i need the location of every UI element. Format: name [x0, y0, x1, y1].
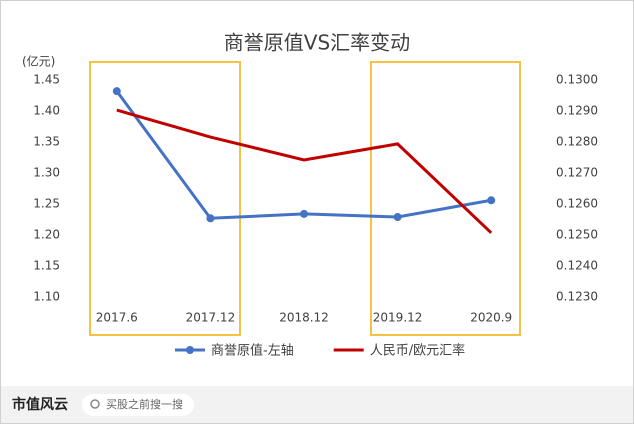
x-tick-label: 2017.12	[186, 311, 236, 325]
y-tick-label: 1.45	[33, 73, 60, 87]
highlight-box	[89, 61, 241, 336]
point	[487, 196, 496, 205]
footer: 市值风云 买股之前搜一搜	[1, 386, 633, 423]
legend-label: 商誉原值-左轴	[211, 343, 294, 359]
search-box[interactable]	[82, 394, 194, 416]
y2-tick-label: 0.1290	[556, 104, 598, 118]
y-tick-label: 1.20	[33, 228, 60, 242]
series-line	[116, 108, 493, 234]
y-tick-label: 1.35	[33, 135, 60, 149]
y2-tick-label: 0.1260	[556, 197, 598, 211]
y2-tick-label: 0.1300	[556, 73, 598, 87]
legend-marker	[186, 346, 194, 354]
y-tick-label: 1.10	[33, 290, 60, 304]
point	[300, 209, 308, 218]
y-tick-label: 1.25	[33, 197, 60, 211]
point	[206, 214, 215, 223]
y-axis-label: (亿元)	[22, 54, 55, 69]
y2-tick-label: 0.1240	[556, 259, 598, 273]
highlight-box	[370, 61, 521, 336]
chart-title: 商誉原值VS汇率变动	[224, 31, 410, 55]
y-tick-label: 1.40	[33, 104, 60, 118]
x-tick-label: 2017.6	[96, 311, 138, 325]
y2-tick-label: 0.1270	[556, 166, 598, 180]
point	[393, 213, 402, 222]
x-tick-label: 2020.9	[470, 311, 512, 325]
legend-label: 人民币/欧元汇率	[370, 343, 465, 359]
point	[112, 87, 121, 96]
y-tick-label: 1.30	[33, 166, 60, 180]
brand: 市值风云	[12, 396, 68, 413]
x-tick-label: 2019.12	[373, 311, 423, 325]
y2-tick-label: 0.1280	[556, 135, 598, 149]
y2-tick-label: 0.1230	[556, 290, 598, 304]
y2-tick-label: 0.1250	[556, 228, 598, 242]
x-tick-label: 2018.12	[279, 311, 329, 325]
search-text: 买股之前搜一搜	[106, 397, 183, 411]
y-tick-label: 1.15	[33, 259, 60, 273]
search-icon	[90, 399, 100, 409]
